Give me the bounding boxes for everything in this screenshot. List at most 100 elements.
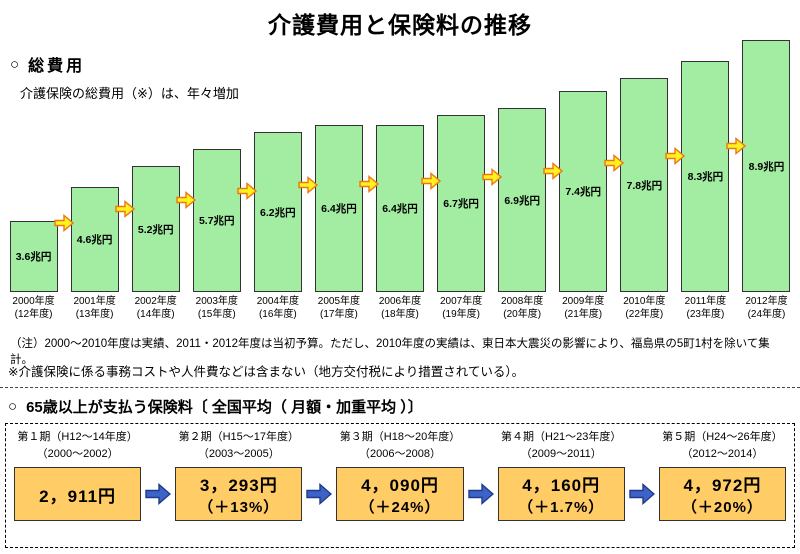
- x-axis-year: 2004年度: [256, 296, 299, 307]
- x-axis-year: 2008年度: [501, 296, 544, 307]
- section-cost-subtitle: 介護保険の総費用（※）は、年々増加: [20, 86, 239, 101]
- premium-period: 第５期（H24～26年度） （2012～2014） 4，972円 （＋20%）: [657, 429, 788, 542]
- growth-arrow-icon: [543, 162, 564, 180]
- bar: 6.4兆円: [376, 125, 424, 292]
- premium-period: 第１期（H12～14年度） （2000～2002） 2，911円: [12, 429, 143, 542]
- x-axis-year: 2012年度: [745, 296, 788, 307]
- bar-value-label: 8.3兆円: [687, 171, 724, 183]
- x-axis-label: 2001年度 (13年度): [64, 292, 125, 321]
- bar: 5.2兆円: [131, 166, 180, 292]
- period-years: （2009～2011）: [520, 447, 602, 460]
- bar-value-label: 6.7兆円: [443, 198, 479, 210]
- premium-period: 第４期（H21～23年度） （2009～2011） 4，160円 （＋1.7%）: [496, 429, 627, 542]
- x-axis-label: 2008年度 (20年度): [492, 292, 553, 321]
- bar-value-label: 6.4兆円: [321, 203, 357, 215]
- period-header: 第２期（H15～17年度） （2003～2005）: [173, 429, 304, 467]
- chart-plot: 3.6兆円 4.6兆円 5.2兆円 5.7兆円 6.2兆円 6.4兆円 6.4兆円 6.7兆円…: [3, 36, 797, 292]
- section-premium-title: 65歳以上が支払う保険料〔 全国平均（ 月額・加重平均 ）〕: [26, 399, 423, 416]
- premium-amount-box: 4，160円 （＋1.7%）: [497, 467, 625, 521]
- premium-period: 第３期（H18～20年度） （2006～2008） 4，090円 （＋24%）: [334, 429, 465, 542]
- bar-value-label: 7.4兆円: [565, 186, 602, 198]
- x-axis-label: 2004年度 (16年度): [247, 292, 308, 321]
- bar: 5.7兆円: [192, 149, 241, 292]
- x-axis-label: 2006年度 (18年度): [369, 292, 430, 321]
- period-header: 第４期（H21～23年度） （2009～2011）: [496, 429, 627, 467]
- x-axis-year: 2002年度: [134, 296, 177, 307]
- bar-column: 7.4兆円: [553, 36, 614, 292]
- period-name: 第３期（H18～20年度）: [339, 431, 461, 443]
- premium-amount: 2，911円: [39, 486, 117, 506]
- bar-value-label: 5.7兆円: [198, 215, 235, 227]
- bar-value-label: 6.2兆円: [260, 206, 296, 219]
- growth-arrow-icon: [237, 182, 258, 200]
- premium-periods: 第１期（H12～14年度） （2000～2002） 2，911円 第２期（H15～17…: [12, 429, 788, 542]
- section-cost-title: 総費用: [28, 58, 86, 75]
- x-axis-label: 2007年度 (19年度): [431, 292, 492, 321]
- period-name: 第４期（H21～23年度）: [501, 431, 622, 443]
- period-header: 第５期（H24～26年度） （2012～2014）: [657, 429, 788, 467]
- bar-column: 8.9兆円: [736, 36, 797, 292]
- bar: 8.3兆円: [681, 61, 730, 292]
- premium-amount: 4，160円: [522, 476, 601, 495]
- section-premium-heading: ○ 65歳以上が支払う保険料〔 全国平均（ 月額・加重平均 ）〕: [8, 396, 423, 417]
- chart-footnote: ※介護保険に係る事務コストや人件費などは含まない（地方交付税により措置されている…: [8, 365, 525, 379]
- bar-column: 6.4兆円: [308, 36, 369, 292]
- x-axis-year: 2007年度: [439, 296, 483, 307]
- bar-column: 5.2兆円: [125, 36, 186, 292]
- period-years: （2006～2008）: [359, 447, 441, 460]
- premium-amount: 4，972円: [683, 476, 762, 495]
- x-axis-label: 2009年度 (21年度): [553, 292, 614, 321]
- bar-value-label: 5.2兆円: [137, 223, 174, 236]
- premium-panel: 第１期（H12～14年度） （2000～2002） 2，911円 第２期（H15～17…: [5, 423, 795, 548]
- x-axis-era: (13年度): [75, 309, 114, 320]
- growth-arrow-icon: [298, 176, 319, 194]
- x-axis-label: 2000年度 (12年度): [3, 292, 64, 321]
- bar-column: 5.7兆円: [186, 36, 247, 292]
- bar-column: 4.6兆円: [64, 36, 125, 292]
- circle-bullet-icon: ○: [10, 55, 20, 73]
- x-axis-era: (12年度): [14, 309, 53, 320]
- bar-column: 6.9兆円: [492, 36, 553, 292]
- period-years: （2003～2005）: [197, 447, 280, 460]
- page-title: 介護費用と保険料の推移: [268, 12, 532, 38]
- x-axis-year: 2001年度: [73, 296, 116, 307]
- x-axis-year: 2005年度: [317, 296, 361, 307]
- growth-arrow-icon: [482, 168, 503, 186]
- x-axis-year: 2009年度: [562, 296, 605, 307]
- chart-x-labels: 2000年度 (12年度) 2001年度 (13年度) 2002年度 (14年度) 2003…: [3, 292, 797, 321]
- growth-arrow-icon: [359, 175, 380, 193]
- premium-change: （＋24%）: [359, 499, 441, 516]
- premium-change: （＋1.7%）: [518, 499, 605, 516]
- x-axis-era: (20年度): [503, 309, 542, 320]
- x-axis-year: 2011年度: [684, 296, 727, 307]
- x-axis-year: 2010年度: [623, 296, 666, 307]
- bar: 6.2兆円: [253, 132, 302, 292]
- bar-value-label: 6.4兆円: [382, 203, 418, 215]
- x-axis-label: 2002年度 (14年度): [125, 292, 186, 321]
- bar: 7.8兆円: [620, 78, 669, 292]
- x-axis-year: 2006年度: [378, 296, 422, 307]
- bar: 6.9兆円: [498, 108, 547, 292]
- x-axis-era: (23年度): [686, 309, 725, 320]
- period-header: 第１期（H12～14年度） （2000～2002）: [12, 429, 143, 467]
- growth-arrow-icon: [54, 214, 75, 232]
- premium-amount: 3，293円: [199, 476, 278, 495]
- period-years: （2000～2002）: [36, 447, 119, 460]
- bar-value-label: 4.6兆円: [76, 234, 113, 246]
- x-axis-year: 2000年度: [12, 296, 55, 307]
- bar: 8.9兆円: [742, 40, 791, 292]
- x-axis-label: 2011年度 (23年度): [675, 292, 736, 321]
- period-name: 第５期（H24～26年度）: [662, 431, 783, 443]
- bar: 4.6兆円: [70, 187, 119, 292]
- bar: 6.7兆円: [437, 115, 486, 292]
- circle-bullet-icon: ○: [8, 398, 18, 415]
- premium-step-arrow-icon: [304, 429, 334, 542]
- period-name: 第２期（H15～17年度）: [178, 431, 300, 443]
- premium-step-arrow-icon: [143, 429, 173, 542]
- x-axis-era: (15年度): [197, 309, 236, 320]
- x-axis-era: (18年度): [381, 309, 419, 320]
- period-years: （2012～2014）: [681, 447, 764, 460]
- premium-step-arrow-icon: [466, 429, 496, 542]
- period-header: 第３期（H18～20年度） （2006～2008）: [334, 429, 465, 467]
